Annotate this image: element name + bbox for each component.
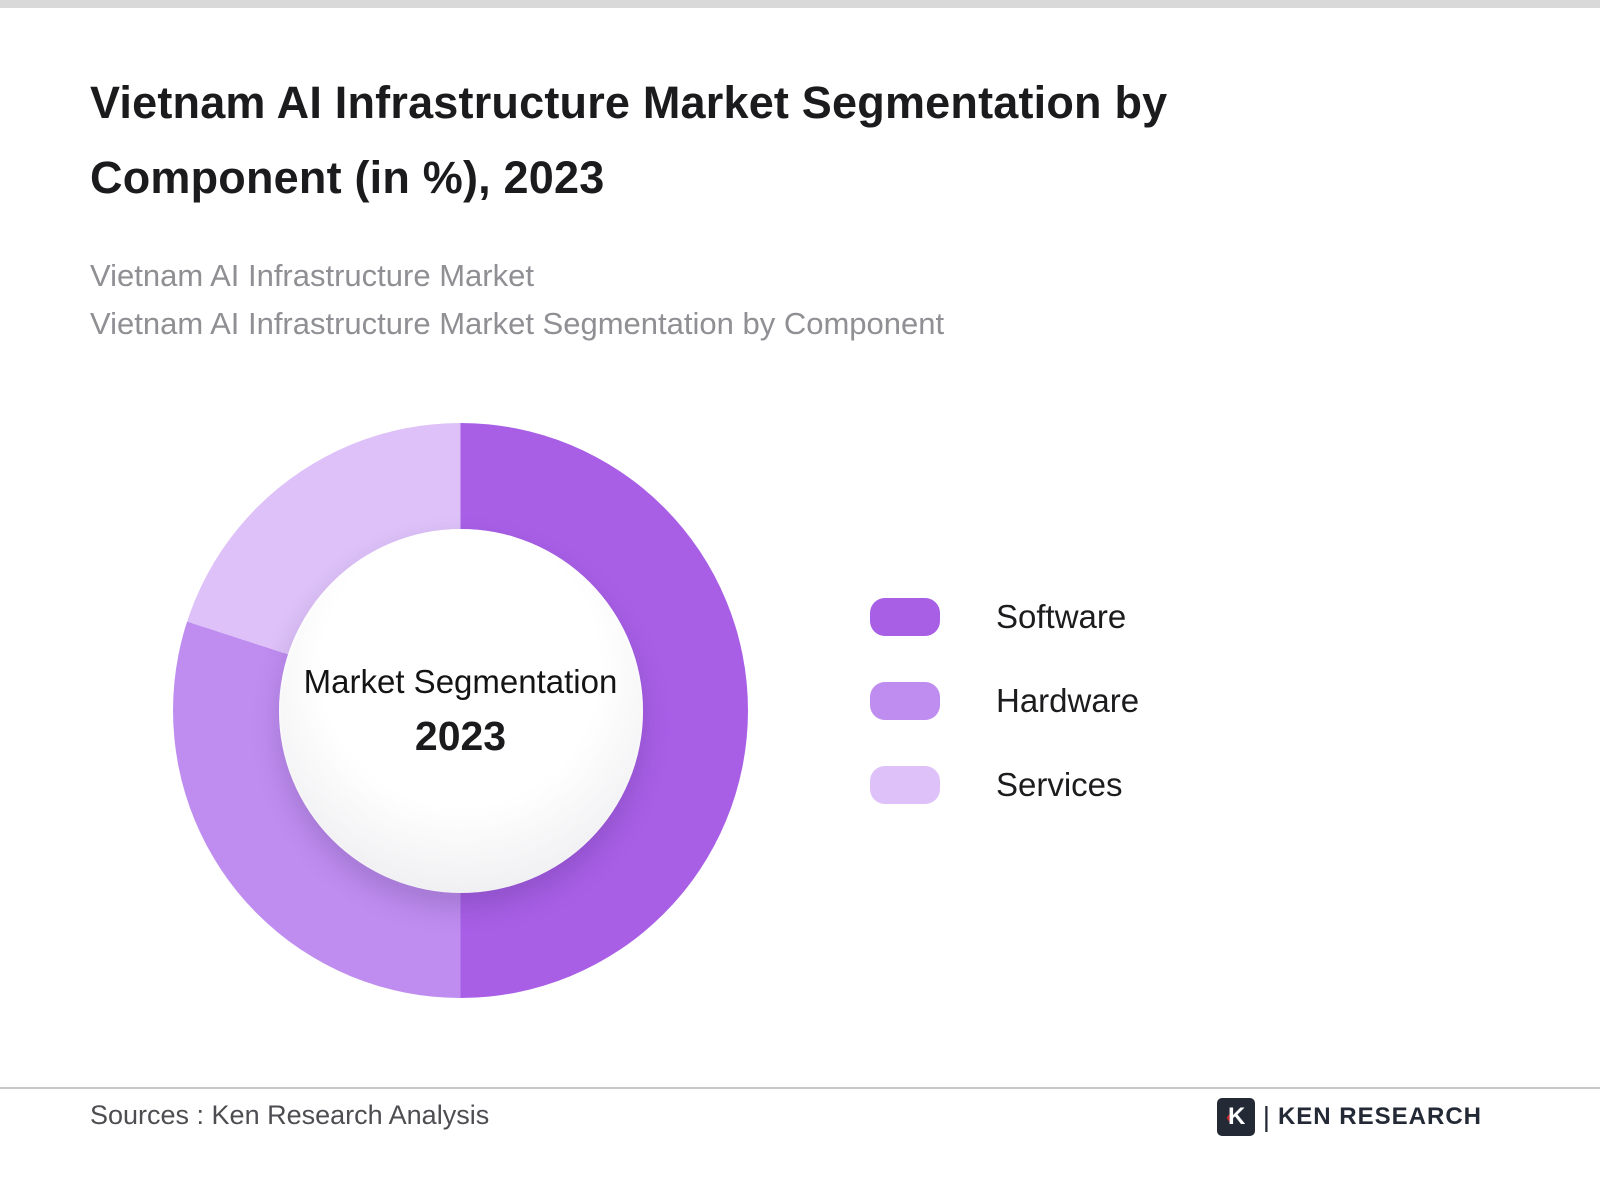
top-border: [0, 0, 1600, 8]
donut-center-year: 2023: [414, 713, 507, 760]
footer-divider: [0, 1087, 1600, 1089]
legend-label: Hardware: [996, 682, 1140, 719]
page-title: Vietnam AI Infrastructure Market Segment…: [90, 66, 1390, 215]
page-title-line1: Vietnam AI Infrastructure Market Segment…: [90, 77, 1168, 128]
subtitle-line1: Vietnam AI Infrastructure Market: [90, 258, 534, 293]
logo-separator: |: [1262, 1101, 1270, 1132]
logo-k-letter: K: [1228, 1103, 1246, 1130]
chart-legend: Software Hardware Services: [870, 598, 1139, 804]
donut-center: Market Segmentation 2023: [278, 528, 643, 893]
legend-swatch: [870, 766, 940, 804]
legend-swatch: [870, 682, 940, 720]
ken-research-logo-mark: ‹ K: [1216, 1098, 1255, 1136]
ken-research-logo: ‹ K | KEN RESEARCH: [1216, 1098, 1482, 1136]
legend-item-services: Services: [870, 766, 1139, 804]
page-subtitle: Vietnam AI Infrastructure Market Vietnam …: [90, 252, 1390, 348]
legend-label: Services: [996, 766, 1123, 803]
donut-center-label: Market Segmentation: [303, 662, 618, 700]
logo-accent-icon: ‹: [1226, 1107, 1233, 1127]
ken-research-logo-text: KEN RESEARCH: [1277, 1103, 1482, 1130]
subtitle-line2: Vietnam AI Infrastructure Market Segment…: [90, 306, 945, 342]
legend-item-hardware: Hardware: [870, 682, 1139, 720]
donut-chart: Market Segmentation 2023: [173, 423, 748, 998]
legend-label: Software: [996, 598, 1127, 635]
page-title-line2: Component (in %), 2023: [90, 151, 605, 203]
legend-swatch: [870, 598, 940, 636]
legend-item-software: Software: [870, 598, 1139, 636]
sources-note: Sources : Ken Research Analysis: [90, 1100, 490, 1130]
